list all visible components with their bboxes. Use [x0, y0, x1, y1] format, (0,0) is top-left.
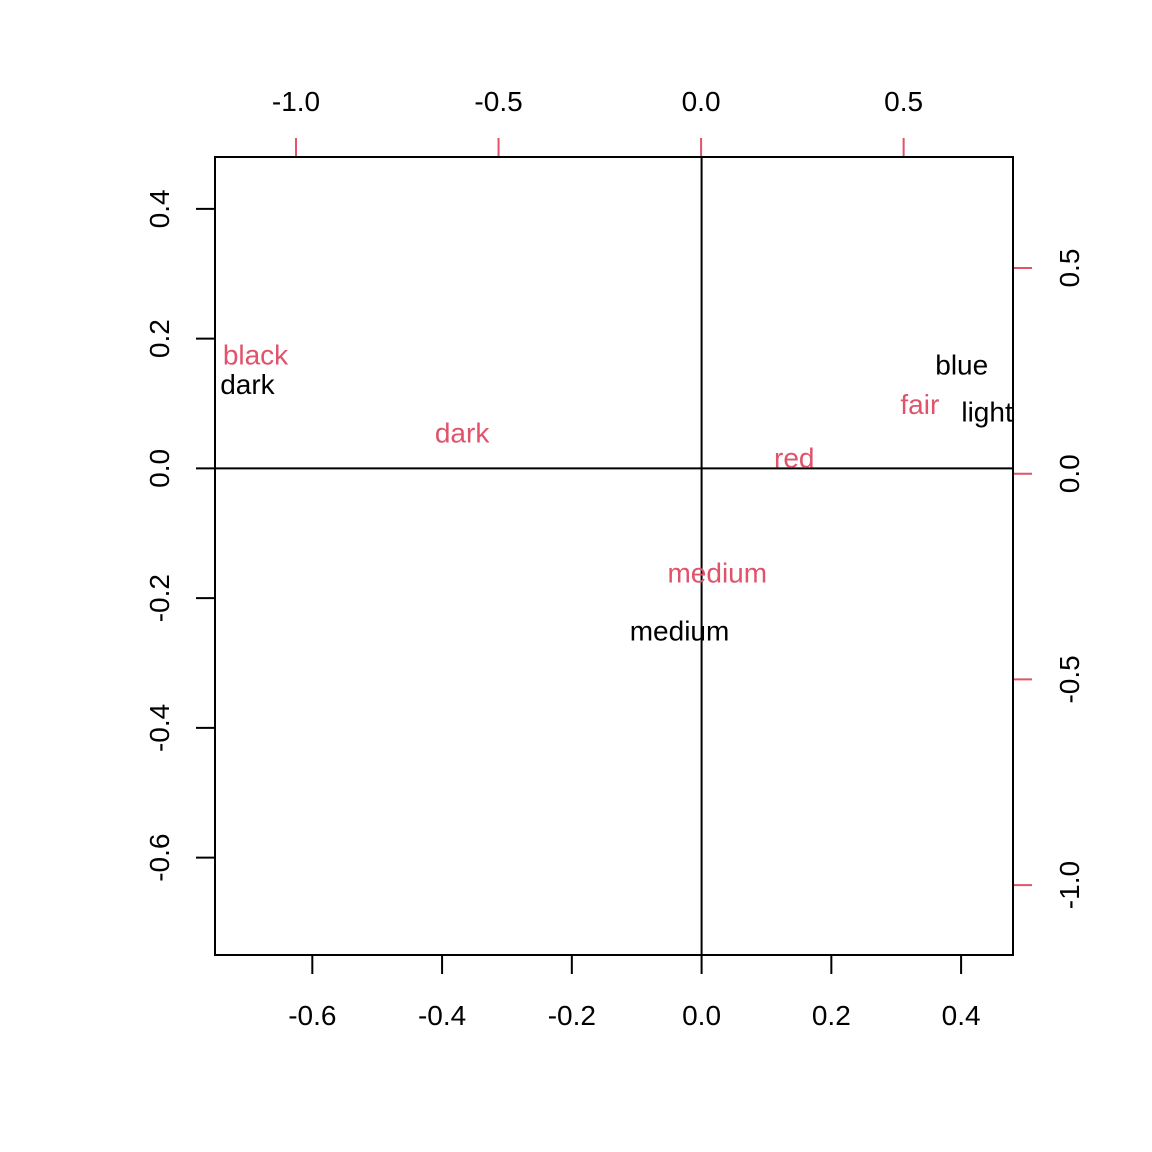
right-axis: -1.0 -0.5 0.0 0.5 — [1013, 249, 1085, 909]
column-point-label: medium — [667, 557, 767, 588]
plot-frame — [214, 156, 1014, 956]
row-point-label: medium — [630, 616, 730, 647]
column-point-label: fair — [900, 389, 939, 420]
reference-lines — [215, 157, 1013, 955]
right-tick-label: -0.5 — [1054, 655, 1085, 703]
left-tick-label: 0.0 — [144, 449, 175, 488]
top-tick-label: -0.5 — [474, 86, 522, 117]
left-tick-label: -0.6 — [144, 834, 175, 882]
top-tick-label: 0.0 — [682, 86, 721, 117]
row-point-label: light — [961, 396, 1013, 427]
right-tick-label: -1.0 — [1054, 861, 1085, 909]
right-tick-label: 0.0 — [1054, 454, 1085, 493]
right-tick-label: 0.5 — [1054, 249, 1085, 288]
top-tick-label: 0.5 — [884, 86, 923, 117]
top-axis: -1.0 -0.5 0.0 0.5 — [272, 86, 923, 157]
bottom-tick-label: 0.0 — [682, 1000, 721, 1031]
bottom-tick-label: -0.4 — [418, 1000, 466, 1031]
column-point-label: dark — [435, 418, 490, 449]
row-point-label: dark — [220, 369, 275, 400]
top-tick-label: -1.0 — [272, 86, 320, 117]
bottom-tick-label: 0.4 — [942, 1000, 981, 1031]
bottom-tick-label: -0.2 — [548, 1000, 596, 1031]
column-point-label: black — [223, 339, 289, 370]
left-tick-label: 0.2 — [144, 319, 175, 358]
bottom-tick-label: -0.6 — [288, 1000, 336, 1031]
left-tick-label: -0.4 — [144, 704, 175, 752]
point-labels: bluelightmediumdarkfairredmediumdarkblac… — [220, 339, 1013, 646]
bottom-tick-label: 0.2 — [812, 1000, 851, 1031]
row-point-label: blue — [935, 350, 988, 381]
left-tick-label: 0.4 — [144, 189, 175, 228]
left-tick-label: -0.2 — [144, 574, 175, 622]
column-point-label: red — [774, 442, 814, 473]
